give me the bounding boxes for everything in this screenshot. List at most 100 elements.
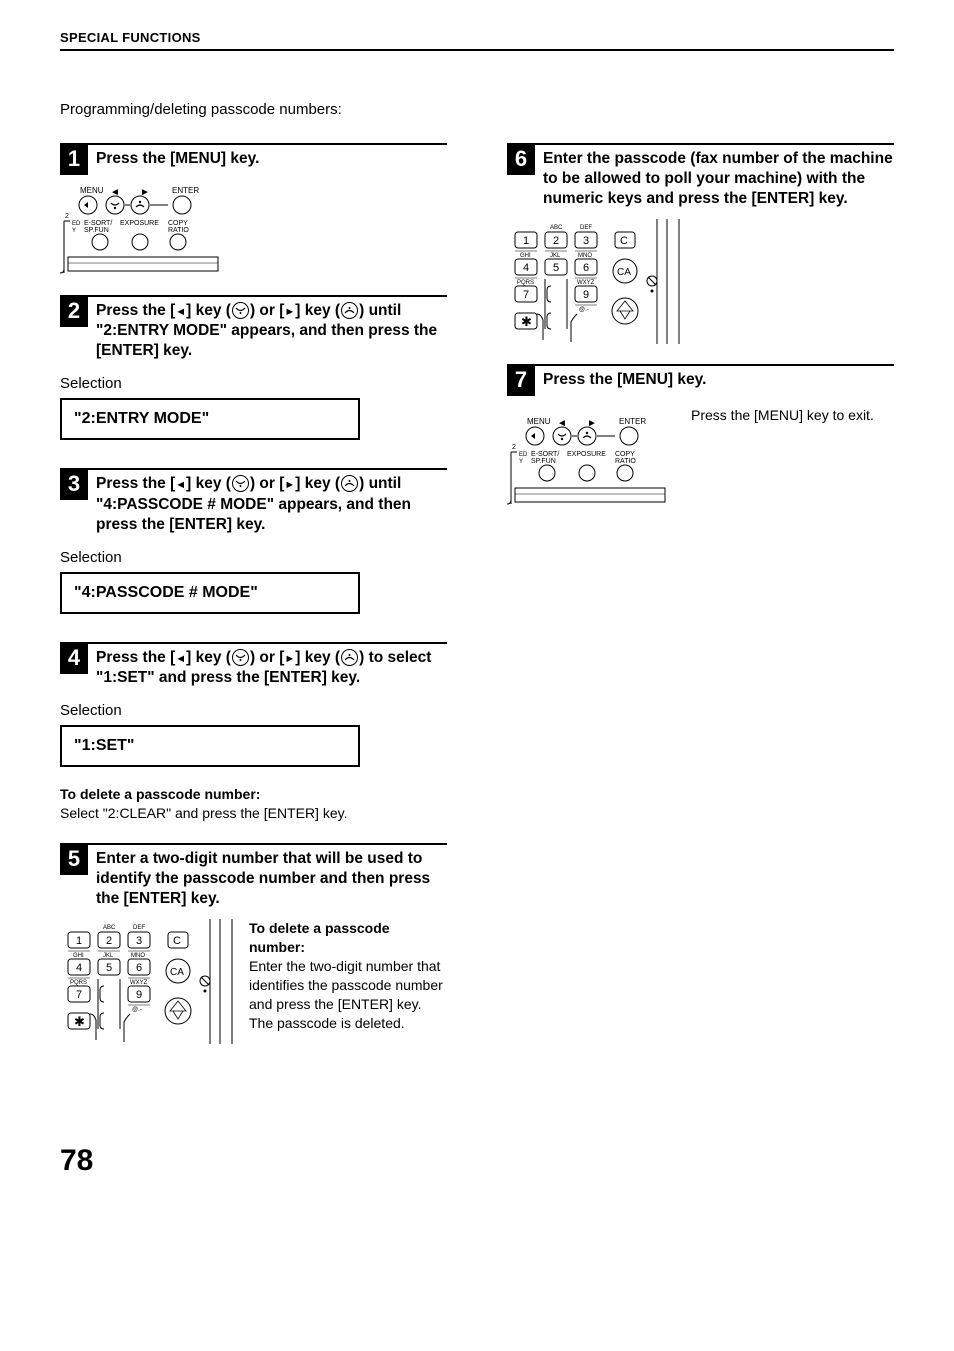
- arrow-left-icon: [175, 302, 186, 319]
- svg-text:COPY: COPY: [168, 220, 188, 227]
- arrow-left-icon: [175, 475, 186, 492]
- svg-text:GHI: GHI: [73, 953, 84, 959]
- page-number: 78: [60, 1144, 894, 1178]
- svg-text:4: 4: [76, 962, 82, 974]
- step-4: 4 Press the [] key () or [] key () to se…: [60, 642, 447, 823]
- circled-right-button-icon: [341, 475, 358, 492]
- svg-text:Y: Y: [72, 228, 76, 234]
- panel-menu-label: MENU: [80, 186, 104, 195]
- svg-text:3: 3: [583, 235, 589, 247]
- svg-text:JKL: JKL: [550, 253, 561, 259]
- step-4-instruction: Press the [] key () or [] key () to sele…: [88, 644, 447, 688]
- step-3: 3 Press the [] key () or [] key () until…: [60, 468, 447, 621]
- step-1-instruction: Press the [MENU] key.: [88, 145, 259, 169]
- step-5: 5 Enter a two-digit number that will be …: [60, 843, 447, 1044]
- svg-text:DEF: DEF: [133, 925, 145, 931]
- keypad-illustration-5: ABC DEF 1 2 3 GHI JKL MNO 4 5 6 PQRS WXYZ: [60, 919, 235, 1044]
- step-2-instruction: Press the [] key () or [] key () until "…: [88, 297, 447, 361]
- svg-text:E-SORT/: E-SORT/: [531, 451, 559, 458]
- svg-text:9: 9: [583, 289, 589, 301]
- svg-text:1: 1: [76, 935, 82, 947]
- svg-text:MENU: MENU: [527, 417, 551, 426]
- svg-text:EXPOSURE: EXPOSURE: [120, 220, 159, 227]
- step-3-instruction: Press the [] key () or [] key () until "…: [88, 470, 447, 534]
- svg-text:COPY: COPY: [615, 451, 635, 458]
- svg-text:JKL: JKL: [103, 953, 114, 959]
- svg-text:2: 2: [553, 235, 559, 247]
- svg-text:CA: CA: [617, 267, 631, 278]
- svg-text:3: 3: [136, 935, 142, 947]
- step-7-side-text: Press the [MENU] key to exit.: [691, 406, 874, 425]
- svg-text:1: 1: [523, 235, 529, 247]
- header-title: SPECIAL FUNCTIONS: [60, 30, 894, 51]
- intro-text: Programming/deleting passcode numbers:: [60, 101, 894, 118]
- svg-text:ENTER: ENTER: [619, 417, 646, 426]
- step-6: 6 Enter the passcode (fax number of the …: [507, 143, 894, 344]
- svg-text:DEF: DEF: [580, 225, 592, 231]
- step-number-5: 5: [60, 843, 88, 875]
- right-column: 6 Enter the passcode (fax number of the …: [507, 143, 894, 526]
- step-5-note: To delete a passcode number: Enter the t…: [249, 919, 447, 1032]
- svg-text:7: 7: [76, 989, 82, 1001]
- arrow-right-icon: [284, 475, 295, 492]
- svg-text:WXYZ: WXYZ: [130, 980, 148, 986]
- svg-text:✱: ✱: [521, 314, 532, 329]
- svg-text:5: 5: [106, 962, 112, 974]
- arrow-left-icon: [175, 649, 186, 666]
- svg-text:4: 4: [523, 262, 529, 274]
- svg-text:RATIO: RATIO: [615, 458, 636, 465]
- svg-text:5: 5: [553, 262, 559, 274]
- svg-text:C: C: [173, 935, 181, 947]
- svg-text:ABC: ABC: [550, 225, 563, 231]
- svg-text:ENTER: ENTER: [172, 186, 199, 195]
- selection-box-3: "4:PASSCODE # MODE": [60, 572, 360, 614]
- left-column: 1 Press the [MENU] key. MENU ◄ ►: [60, 143, 447, 1064]
- panel-illustration-7: MENU ◄ ► ENTER: [507, 406, 677, 506]
- svg-text:Y: Y: [519, 459, 523, 465]
- svg-text:2: 2: [106, 935, 112, 947]
- selection-label-4: Selection: [60, 702, 447, 719]
- svg-text:GHI: GHI: [520, 253, 531, 259]
- step-5-instruction: Enter a two-digit number that will be us…: [88, 845, 447, 909]
- svg-text:PQRS: PQRS: [70, 980, 87, 986]
- svg-text:SP.FUN: SP.FUN: [84, 227, 109, 234]
- svg-text:9: 9: [136, 989, 142, 1001]
- svg-text:6: 6: [583, 262, 589, 274]
- selection-box-2: "2:ENTRY MODE": [60, 398, 360, 440]
- step-4-note: To delete a passcode number: Select "2:C…: [60, 785, 447, 823]
- step-number-4: 4: [60, 642, 88, 674]
- svg-text:C: C: [620, 235, 628, 247]
- svg-text:2: 2: [65, 213, 69, 220]
- step-number-3: 3: [60, 468, 88, 500]
- svg-text:6: 6: [136, 962, 142, 974]
- svg-text:EXPOSURE: EXPOSURE: [567, 451, 606, 458]
- step-number-1: 1: [60, 143, 88, 175]
- svg-text:PQRS: PQRS: [517, 280, 534, 286]
- circled-left-button-icon: [232, 649, 249, 666]
- selection-box-4: "1:SET": [60, 725, 360, 767]
- svg-text:MNO: MNO: [578, 253, 592, 259]
- svg-text:SP.FUN: SP.FUN: [531, 458, 556, 465]
- step-number-6: 6: [507, 143, 535, 175]
- circled-left-button-icon: [232, 475, 249, 492]
- step-1: 1 Press the [MENU] key. MENU ◄ ►: [60, 143, 447, 275]
- svg-text:2: 2: [512, 444, 516, 451]
- arrow-right-icon: [284, 649, 295, 666]
- svg-text:CA: CA: [170, 967, 184, 978]
- svg-text:@.-: @.-: [579, 307, 589, 313]
- selection-label-3: Selection: [60, 549, 447, 566]
- circled-right-button-icon: [341, 649, 358, 666]
- panel-illustration-1: MENU ◄ ► ENTER E-SORT/ SP.FUN: [60, 175, 447, 275]
- svg-text:@.-: @.-: [132, 1007, 142, 1013]
- circled-right-button-icon: [341, 302, 358, 319]
- selection-label-2: Selection: [60, 375, 447, 392]
- step-number-2: 2: [60, 295, 88, 327]
- svg-text:MNO: MNO: [131, 953, 145, 959]
- keypad-illustration-6: ABCDEF 1 2 3 GHIJKLMNO 4 5 6 PQRSWXYZ 7 …: [507, 219, 894, 344]
- svg-text:ABC: ABC: [103, 925, 116, 931]
- arrow-right-icon: [284, 302, 295, 319]
- circled-left-button-icon: [232, 302, 249, 319]
- svg-text:✱: ✱: [74, 1014, 85, 1029]
- svg-text:RATIO: RATIO: [168, 227, 189, 234]
- step-7-instruction: Press the [MENU] key.: [535, 366, 706, 390]
